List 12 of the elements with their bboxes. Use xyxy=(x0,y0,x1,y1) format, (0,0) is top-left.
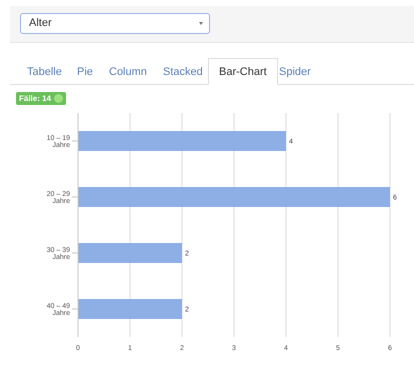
bar xyxy=(78,299,182,319)
text: Column xyxy=(108,65,148,80)
text: Stacked xyxy=(162,65,204,80)
text: Bar-Chart xyxy=(208,58,278,85)
bar xyxy=(78,131,286,151)
bar xyxy=(78,187,390,207)
dropdown: Alter xyxy=(20,13,210,34)
text: Tabelle xyxy=(26,65,63,80)
text: Spider xyxy=(278,65,312,80)
text: Pie xyxy=(76,65,94,80)
text: Fälle: 14 xyxy=(19,93,52,105)
bar xyxy=(78,243,182,263)
